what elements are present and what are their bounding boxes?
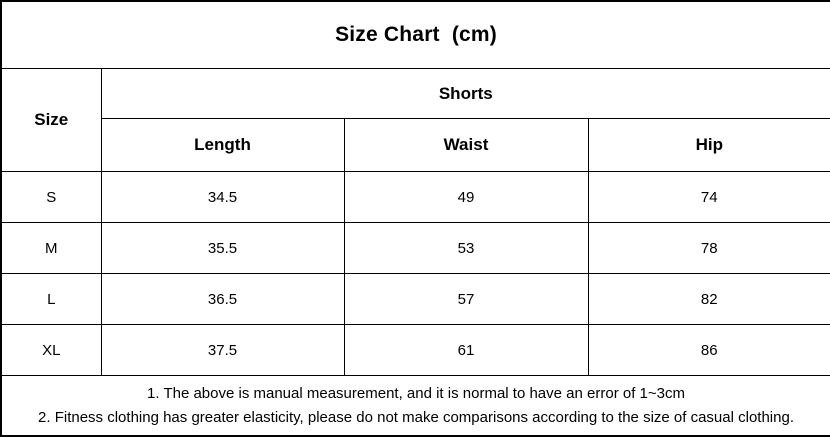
chart-title: Size Chart (cm) bbox=[0, 0, 830, 70]
length-value: 35.5 bbox=[100, 222, 345, 275]
hip-value: 74 bbox=[587, 171, 830, 224]
length-value: 37.5 bbox=[100, 324, 345, 377]
table-row-l: L 36.5 57 82 bbox=[0, 273, 830, 326]
column-header-row: Length Waist Hip bbox=[1, 118, 830, 173]
length-value: 34.5 bbox=[100, 171, 345, 224]
note-line-1: 1. The above is manual measurement, and … bbox=[147, 385, 685, 403]
group-header-shorts: Shorts bbox=[100, 68, 830, 120]
hip-value: 78 bbox=[587, 222, 830, 275]
size-label: L bbox=[0, 273, 102, 326]
table-row-xl: XL 37.5 61 86 bbox=[0, 324, 830, 377]
note-line-2: 2. Fitness clothing has greater elastici… bbox=[38, 408, 794, 426]
table-row-m: M 35.5 53 78 bbox=[0, 222, 830, 275]
column-header-waist: Waist bbox=[343, 118, 589, 173]
size-label: M bbox=[0, 222, 102, 275]
hip-value: 86 bbox=[587, 324, 830, 377]
waist-value: 49 bbox=[343, 171, 589, 224]
group-header-row: Size Shorts bbox=[0, 68, 830, 173]
waist-value: 57 bbox=[343, 273, 589, 326]
hip-value: 82 bbox=[587, 273, 830, 326]
column-header-length: Length bbox=[100, 118, 345, 173]
table-row-s: S 34.5 49 74 bbox=[0, 171, 830, 224]
notes-row: 1. The above is manual measurement, and … bbox=[0, 375, 830, 437]
title-row: Size Chart (cm) bbox=[0, 0, 830, 70]
size-label: XL bbox=[0, 324, 102, 377]
length-value: 36.5 bbox=[100, 273, 345, 326]
waist-value: 61 bbox=[343, 324, 589, 377]
waist-value: 53 bbox=[343, 222, 589, 275]
column-header-size: Size bbox=[0, 68, 102, 173]
column-header-hip: Hip bbox=[587, 118, 830, 173]
measurement-notes: 1. The above is manual measurement, and … bbox=[0, 375, 830, 437]
size-label: S bbox=[0, 171, 102, 224]
